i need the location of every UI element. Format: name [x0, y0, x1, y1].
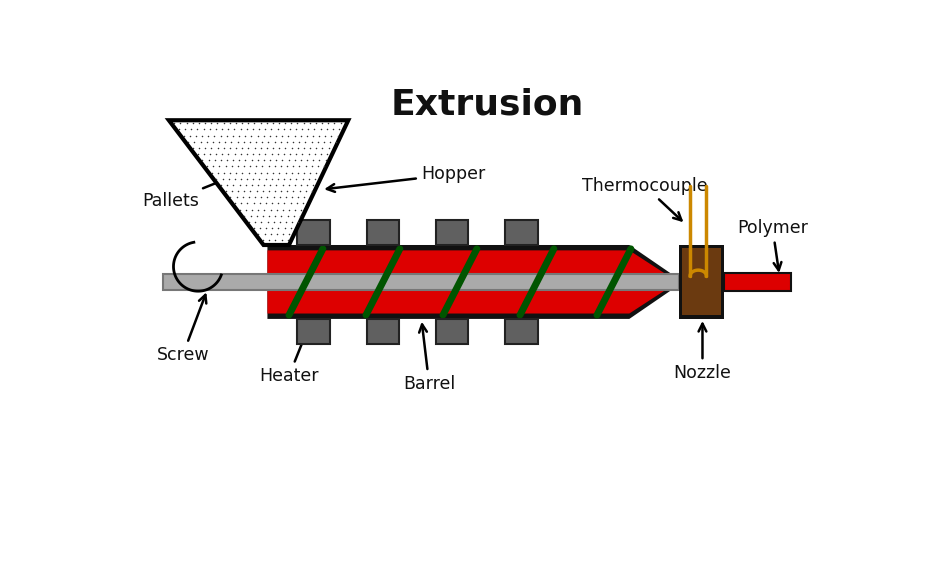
Bar	[367, 221, 399, 245]
Bar	[679, 245, 724, 318]
Bar	[436, 221, 468, 245]
Polygon shape	[169, 121, 349, 245]
Bar	[505, 221, 538, 245]
Polygon shape	[268, 250, 678, 314]
Bar	[724, 273, 791, 291]
Bar	[163, 274, 679, 290]
Text: Screw: Screw	[157, 295, 209, 364]
Text: Thermocouple: Thermocouple	[581, 177, 707, 221]
Text: Hopper: Hopper	[327, 165, 485, 192]
Text: Heater: Heater	[259, 324, 319, 385]
Bar	[297, 221, 330, 245]
Text: Pallets: Pallets	[142, 176, 233, 210]
Text: Extrusion: Extrusion	[390, 88, 583, 122]
Polygon shape	[268, 245, 683, 319]
Bar	[505, 319, 538, 343]
Text: Nozzle: Nozzle	[674, 324, 732, 382]
Text: Polymer: Polymer	[737, 219, 808, 270]
Text: Barrel: Barrel	[403, 325, 455, 393]
Bar	[682, 249, 721, 315]
Bar	[367, 319, 399, 343]
Bar	[297, 319, 330, 343]
Bar	[436, 319, 468, 343]
